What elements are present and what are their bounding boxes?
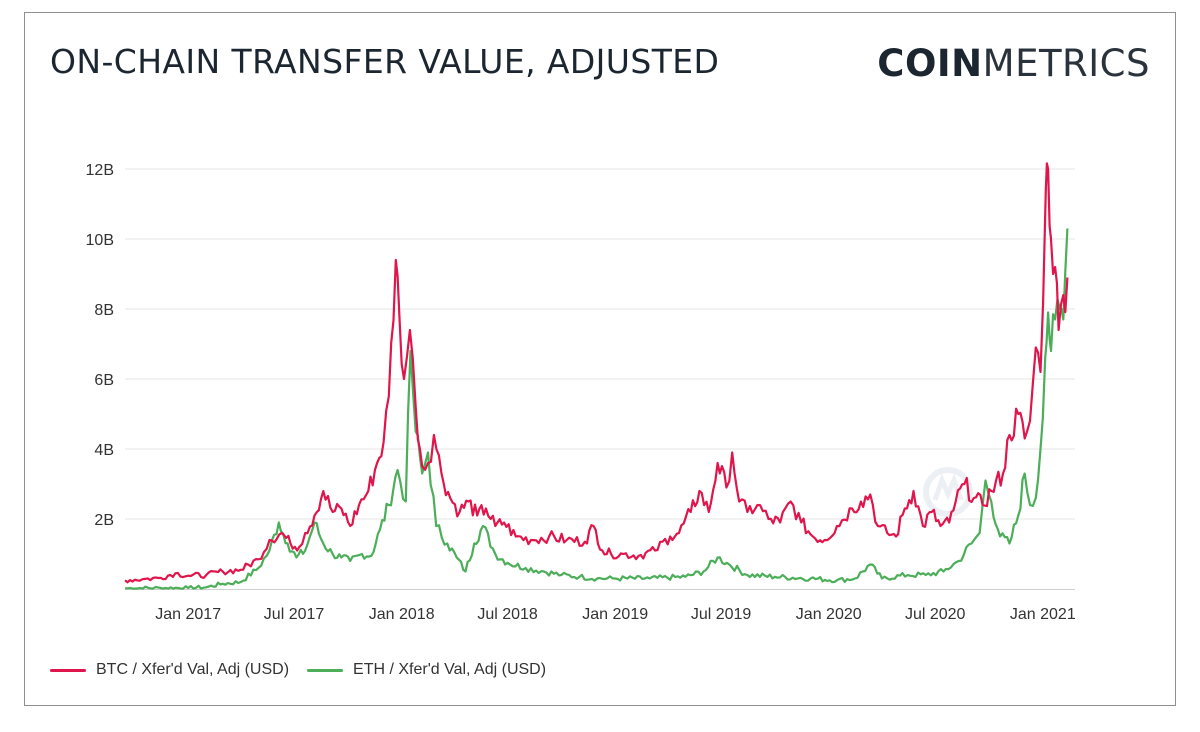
legend: BTC / Xfer'd Val, Adj (USD) ETH / Xfer'd… [50,661,546,679]
y-tick-label: 6B [94,372,114,389]
y-tick-label: 12B [86,162,114,179]
btc-line [124,162,1069,584]
x-tick-label: Jul 2018 [477,606,538,623]
legend-label-btc: BTC / Xfer'd Val, Adj (USD) [96,661,290,678]
y-tick-label: 2B [94,512,114,529]
x-tick-label: Jan 2017 [155,606,221,623]
legend-swatch-btc [50,668,86,672]
x-tick-label: Jan 2020 [796,606,862,623]
x-tick-label: Jul 2020 [905,606,966,623]
x-axis: Jan 2017 Jul 2017 Jan 2018 Jul 2018 Jan 2019… [125,589,1076,623]
legend-item-eth[interactable]: ETH / Xfer'd Val, Adj (USD) [307,661,546,679]
x-tick-label: Jan 2021 [1010,606,1076,623]
series-lines [124,162,1069,590]
x-tick-label: Jul 2019 [691,606,752,623]
logo-text-bold: COIN [877,42,983,85]
legend-label-eth: ETH / Xfer'd Val, Adj (USD) [353,661,547,678]
y-tick-label: 4B [94,442,114,459]
eth-line [125,228,1069,590]
chart-title: ON-CHAIN TRANSFER VALUE, ADJUSTED [50,42,720,81]
x-tick-label: Jan 2019 [582,606,648,623]
gridlines [125,168,1075,520]
watermark-icon [923,467,973,517]
y-tick-label: 8B [94,302,114,319]
y-axis: 2B 4B 6B 8B 10B 12B [86,162,114,529]
x-tick-label: Jan 2018 [369,606,435,623]
y-tick-label: 10B [86,232,114,249]
chart-frame [24,12,1176,706]
x-tick-label: Jul 2017 [264,606,325,623]
coinmetrics-logo: COINMETRICS [877,42,1150,85]
legend-item-btc[interactable]: BTC / Xfer'd Val, Adj (USD) [50,661,289,679]
logo-text-light: METRICS [982,42,1150,85]
legend-swatch-eth [307,668,344,672]
